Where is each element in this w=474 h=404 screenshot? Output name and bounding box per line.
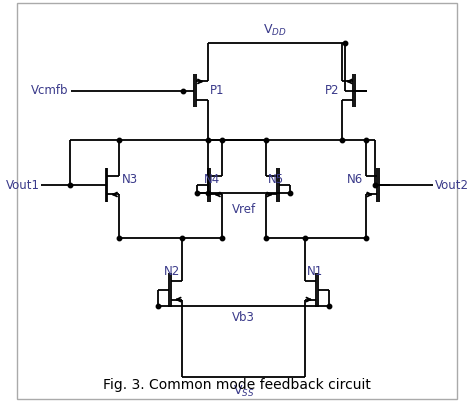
Text: Vcmfb: Vcmfb [31,84,69,97]
Text: V$_{SS}$: V$_{SS}$ [233,384,255,399]
Text: V$_{DD}$: V$_{DD}$ [263,23,287,38]
Text: Vref: Vref [231,203,255,216]
Text: Fig. 3. Common mode feedback circuit: Fig. 3. Common mode feedback circuit [103,378,371,392]
Text: Vout2: Vout2 [435,179,468,192]
Text: N1: N1 [307,265,323,278]
Text: N2: N2 [164,265,181,278]
Text: N5: N5 [267,173,283,187]
Text: N3: N3 [121,173,137,187]
Text: N4: N4 [203,173,219,187]
Text: Vb3: Vb3 [232,311,255,324]
Text: Vout1: Vout1 [6,179,39,192]
Text: P1: P1 [210,84,225,97]
Text: N6: N6 [346,173,363,187]
Text: P2: P2 [325,84,339,97]
